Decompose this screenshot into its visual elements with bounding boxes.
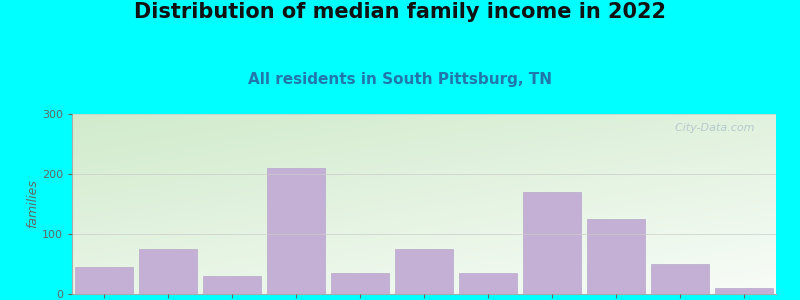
Text: All residents in South Pittsburg, TN: All residents in South Pittsburg, TN bbox=[248, 72, 552, 87]
Bar bbox=[331, 273, 389, 294]
Bar bbox=[267, 168, 325, 294]
Text: City-Data.com: City-Data.com bbox=[668, 123, 755, 133]
Bar bbox=[651, 264, 709, 294]
Text: Distribution of median family income in 2022: Distribution of median family income in … bbox=[134, 2, 666, 22]
Bar bbox=[459, 273, 517, 294]
Bar bbox=[715, 288, 773, 294]
Y-axis label: families: families bbox=[26, 180, 39, 228]
Bar bbox=[75, 267, 133, 294]
Bar bbox=[395, 249, 453, 294]
Bar bbox=[139, 249, 197, 294]
Bar bbox=[587, 219, 645, 294]
Bar bbox=[203, 276, 261, 294]
Bar bbox=[523, 192, 581, 294]
